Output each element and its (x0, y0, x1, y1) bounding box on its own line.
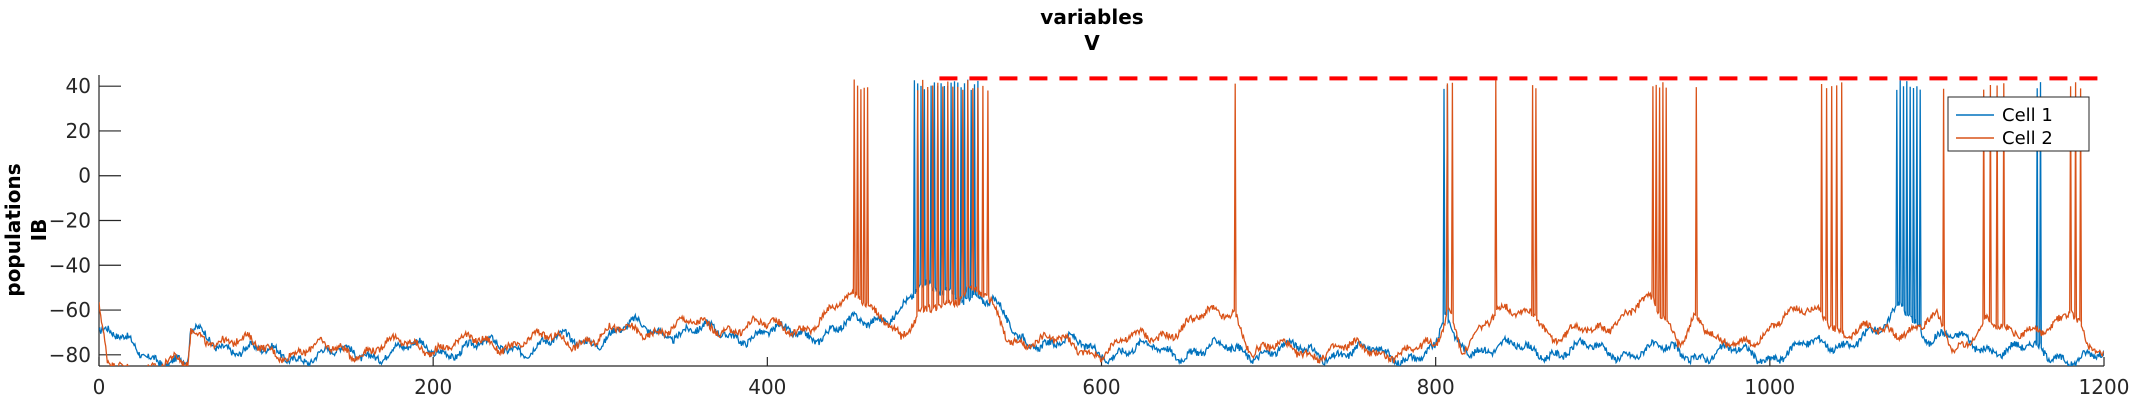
x-tick-label: 200 (414, 375, 452, 399)
x-tick-label: 400 (748, 375, 786, 399)
axes: 0 200 400 600 800 1000 1200 −80 −60 −40 −20 0 20 40 (49, 74, 2130, 399)
y-tick-label: 40 (66, 74, 91, 98)
y-tick-label: 0 (78, 164, 91, 188)
y-axis-label: populations IB (1, 163, 51, 296)
y-tick-label: −60 (49, 298, 91, 322)
series-line-cell-2 (99, 79, 2104, 366)
y-tick-label: −40 (49, 253, 91, 277)
legend-label-cell-1: Cell 1 (2002, 105, 2053, 126)
legend-box (1947, 96, 2090, 152)
x-tick-label: 600 (1082, 375, 1120, 399)
x-tick-label: 800 (1417, 375, 1455, 399)
y-tick-label: 20 (66, 119, 91, 143)
ylabel-line-2: IB (27, 219, 51, 242)
y-tick-label: −20 (49, 209, 91, 233)
x-tick-label: 0 (93, 375, 106, 399)
y-tick-label: −80 (49, 343, 91, 367)
series-layer (99, 79, 2104, 366)
title-line-2: V (1084, 31, 1100, 55)
chart-title: variables V (1040, 5, 1143, 55)
legend-label-cell-2: Cell 2 (2002, 128, 2053, 149)
title-line-1: variables (1040, 5, 1143, 29)
ylabel-line-1: populations (1, 163, 25, 296)
series-line-cell-1 (99, 79, 2104, 366)
x-tick-label: 1000 (1744, 375, 1795, 399)
legend: Cell 1 Cell 2 (1947, 96, 2090, 152)
x-tick-label: 1200 (2079, 375, 2130, 399)
